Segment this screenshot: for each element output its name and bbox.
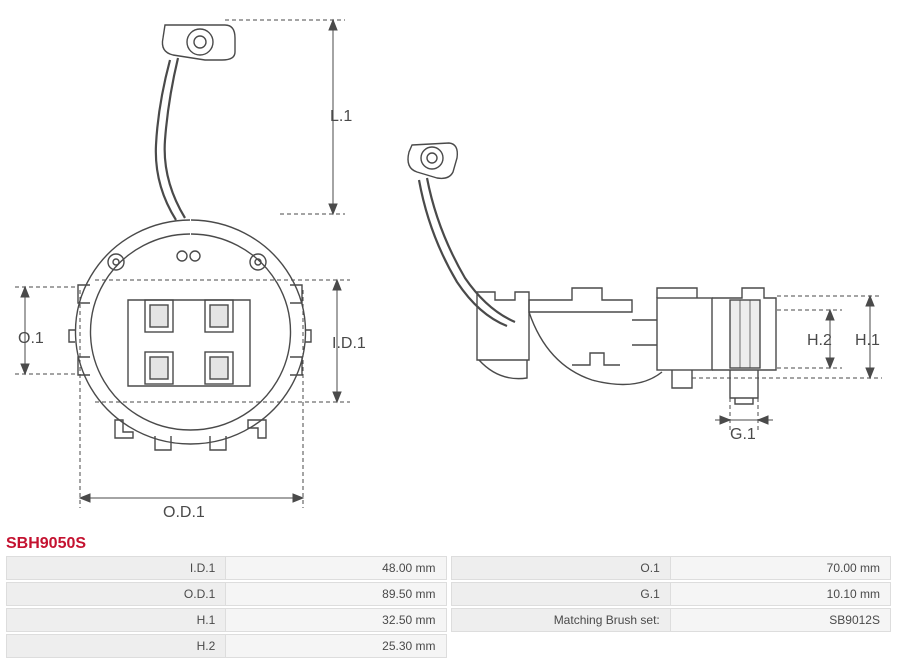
technical-diagram: L.1 I.D.1 O.1 O.D.1 H.1 H.2 G.1	[0, 0, 897, 530]
spec-label: H.1	[7, 609, 226, 631]
product-code: SBH9050S	[6, 535, 86, 553]
spec-table: I.D.1 48.00 mm O.D.1 89.50 mm H.1 32.50 …	[6, 556, 891, 658]
label-h2: H.2	[807, 332, 832, 350]
front-view-drawing	[0, 0, 400, 530]
label-o1: O.1	[18, 330, 44, 348]
spec-right-column: O.1 70.00 mm G.1 10.10 mm Matching Brush…	[451, 556, 892, 658]
spec-row: H.1 32.50 mm	[6, 608, 447, 632]
spec-label: H.2	[7, 635, 226, 657]
side-view-drawing	[397, 0, 897, 530]
spec-label: G.1	[452, 583, 671, 605]
label-od1: O.D.1	[163, 504, 205, 522]
spec-value: 48.00 mm	[226, 557, 445, 579]
spec-value: 89.50 mm	[226, 583, 445, 605]
spec-row: O.D.1 89.50 mm	[6, 582, 447, 606]
spec-label: O.D.1	[7, 583, 226, 605]
label-l1: L.1	[330, 108, 352, 126]
spec-value: 25.30 mm	[226, 635, 445, 657]
spec-value: 70.00 mm	[671, 557, 890, 579]
spec-value: 10.10 mm	[671, 583, 890, 605]
label-h1: H.1	[855, 332, 880, 350]
spec-row: Matching Brush set: SB9012S	[451, 608, 892, 632]
spec-label: Matching Brush set:	[452, 609, 671, 631]
spec-label: O.1	[452, 557, 671, 579]
label-g1: G.1	[730, 426, 756, 444]
spec-value: 32.50 mm	[226, 609, 445, 631]
spec-label: I.D.1	[7, 557, 226, 579]
spec-value: SB9012S	[671, 609, 890, 631]
spec-row: I.D.1 48.00 mm	[6, 556, 447, 580]
spec-row: O.1 70.00 mm	[451, 556, 892, 580]
spec-row: G.1 10.10 mm	[451, 582, 892, 606]
spec-row: H.2 25.30 mm	[6, 634, 447, 658]
label-id1: I.D.1	[332, 335, 366, 353]
spec-left-column: I.D.1 48.00 mm O.D.1 89.50 mm H.1 32.50 …	[6, 556, 447, 658]
